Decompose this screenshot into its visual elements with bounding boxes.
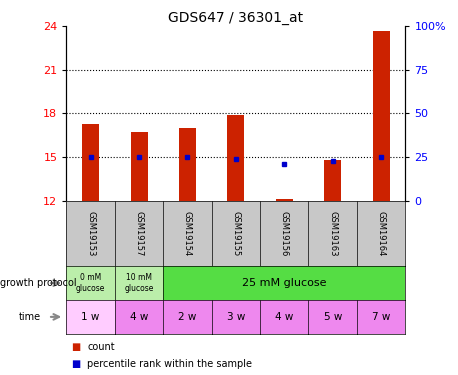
Text: GSM19155: GSM19155 xyxy=(231,211,240,256)
Text: 5 w: 5 w xyxy=(323,312,342,322)
Text: percentile rank within the sample: percentile rank within the sample xyxy=(87,359,252,369)
Text: 3 w: 3 w xyxy=(227,312,245,322)
Text: ■: ■ xyxy=(71,342,80,352)
Text: 10 mM
glucose: 10 mM glucose xyxy=(125,273,154,293)
Text: GSM19157: GSM19157 xyxy=(135,211,143,256)
Text: 4 w: 4 w xyxy=(130,312,148,322)
Bar xyxy=(227,115,244,201)
Text: 25 mM glucose: 25 mM glucose xyxy=(242,278,327,288)
Bar xyxy=(179,128,196,201)
Text: GSM19153: GSM19153 xyxy=(86,211,95,256)
Text: 0 mM
glucose: 0 mM glucose xyxy=(76,273,105,293)
Bar xyxy=(324,160,341,201)
Text: 7 w: 7 w xyxy=(372,312,390,322)
Bar xyxy=(131,132,147,201)
Text: 4 w: 4 w xyxy=(275,312,294,322)
Text: 1 w: 1 w xyxy=(82,312,100,322)
Text: ■: ■ xyxy=(71,359,80,369)
Text: GSM19156: GSM19156 xyxy=(280,211,289,256)
Text: GSM19154: GSM19154 xyxy=(183,211,192,256)
Bar xyxy=(373,31,390,201)
Text: count: count xyxy=(87,342,114,352)
Text: GSM19164: GSM19164 xyxy=(376,211,386,256)
Text: time: time xyxy=(18,312,40,322)
Text: growth protocol: growth protocol xyxy=(0,278,76,288)
Bar xyxy=(276,199,293,201)
Bar xyxy=(82,124,99,201)
Text: 2 w: 2 w xyxy=(178,312,196,322)
Title: GDS647 / 36301_at: GDS647 / 36301_at xyxy=(168,11,304,25)
Text: GSM19163: GSM19163 xyxy=(328,211,337,256)
